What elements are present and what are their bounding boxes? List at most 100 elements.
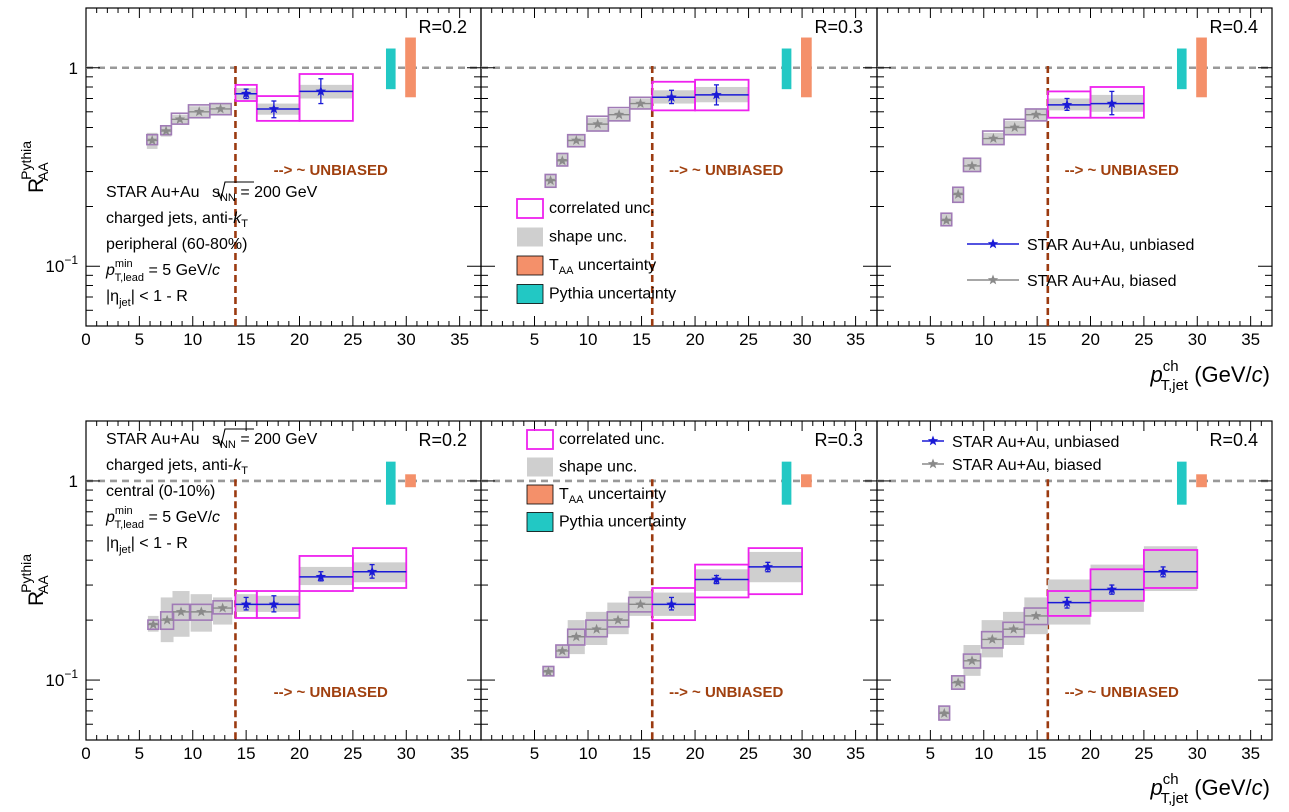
info-line: charged jets, anti-kT	[106, 457, 248, 477]
unbiased-note: --> ~ UNBIASED	[669, 684, 783, 701]
biased-point	[174, 113, 186, 124]
unbiased-shape-box	[1143, 546, 1198, 592]
legend-taa-swatch	[516, 255, 544, 276]
taa-uncertainty-band	[801, 474, 812, 488]
unbiased-note: --> ~ UNBIASED	[274, 684, 388, 701]
biased-point	[148, 619, 159, 629]
legend-pythia-swatch	[526, 512, 554, 532]
biased-point	[1030, 109, 1042, 120]
biased-correlated-box	[146, 133, 159, 146]
biased-point	[635, 98, 646, 108]
legend-series-label: STAR Au+Au, biased	[1027, 273, 1177, 290]
biased-point	[612, 614, 624, 625]
unbiased-point	[268, 103, 280, 114]
biased-point	[545, 175, 556, 186]
x-tick-label: 20	[290, 330, 309, 349]
x-tick-label: 20	[290, 744, 309, 763]
x-tick-label: 10	[974, 330, 993, 349]
info-line: |ηjet| < 1 - R	[106, 535, 188, 556]
legend-uncertainty-label: correlated unc.	[549, 200, 655, 217]
biased-correlated-box	[606, 611, 630, 628]
x-tick-label: 35	[450, 744, 469, 763]
radius-label: R=0.2	[418, 17, 467, 37]
x-tick-label: 15	[632, 330, 651, 349]
unbiased-point	[240, 88, 252, 99]
x-tick-label: 5	[926, 330, 935, 349]
pythia-uncertainty-band	[1176, 461, 1187, 505]
x-tick-label: 30	[1188, 330, 1207, 349]
sqrt-sign	[217, 181, 254, 201]
info-line: central (0-10%)	[106, 483, 215, 500]
legend-correlated-swatch	[516, 198, 544, 219]
unbiased-shape-box	[299, 566, 353, 586]
y-axis-title-text: RPythiaAA	[18, 554, 51, 606]
unbiased-correlated-box	[234, 83, 258, 102]
uncertainty-legend: correlated unc. shape unc. TAA uncertainty…	[516, 198, 676, 304]
x-tick-label: 15	[237, 330, 256, 349]
x-tick-label: 35	[450, 330, 469, 349]
unbiased-point	[1061, 597, 1073, 607]
biased-point	[193, 106, 205, 117]
unbiased-point	[1157, 566, 1169, 577]
pythia-uncertainty-band	[385, 461, 396, 505]
x-tick-label: 20	[1081, 330, 1100, 349]
x-tick-label: 25	[343, 744, 362, 763]
x-axis-title-text: pch T,jet (GeV/c)	[1149, 771, 1270, 807]
legend-uncertainty-label: TAA uncertainty	[549, 257, 656, 277]
info-line: |ηjet| < 1 - R	[106, 288, 188, 309]
x-tick-label: 25	[739, 330, 758, 349]
biased-shape-box	[213, 597, 233, 625]
x-axis-title: pch T,jet (GeV/c)	[1149, 771, 1270, 807]
biased-point	[591, 623, 602, 634]
legend-series-marker	[987, 238, 999, 249]
unbiased-point	[240, 598, 252, 609]
unbiased-point	[315, 571, 327, 582]
series-legend-central: STAR Au+Au, unbiased STAR Au+Au, biased	[922, 434, 1119, 474]
x-tick-label: 5	[530, 744, 539, 763]
unbiased-note: --> ~ UNBIASED	[274, 162, 388, 179]
unbiased-correlated-box	[298, 73, 354, 122]
unbiased-note: --> ~ UNBIASED	[1065, 684, 1179, 701]
biased-point	[952, 677, 964, 688]
info-line: charged jets, anti-kT	[106, 210, 248, 230]
x-tick-label: 15	[237, 744, 256, 763]
legend-uncertainty-label: shape unc.	[559, 459, 637, 476]
radius-label: R=0.4	[1209, 430, 1258, 450]
unbiased-correlated-box	[747, 547, 803, 596]
biased-point	[988, 133, 999, 143]
radius-label: R=0.2	[418, 430, 467, 450]
x-tick-label: 5	[135, 330, 144, 349]
pythia-uncertainty-band	[781, 461, 792, 505]
x-tick-label: 25	[1134, 330, 1153, 349]
biased-correlated-box	[585, 619, 609, 638]
x-tick-label: 25	[1134, 744, 1153, 763]
legend-uncertainty-label: shape unc.	[549, 229, 627, 246]
unbiased-point	[711, 574, 722, 584]
x-tick-label: 35	[846, 330, 865, 349]
info-line: STAR Au+Au sNN = 200 GeV	[106, 431, 318, 451]
x-tick-label: 30	[793, 330, 812, 349]
unbiased-point	[666, 598, 677, 609]
radius-label: R=0.4	[1209, 17, 1258, 37]
biased-point	[592, 118, 603, 129]
x-tick-label: 25	[739, 744, 758, 763]
y-tick-label: 1	[69, 59, 78, 78]
biased-correlated-box	[940, 212, 953, 227]
panel-central-R-04: 5 10 15 20 25 30 35 R=0.4 --> ~ UNBIASED	[876, 420, 1273, 763]
biased-point	[557, 645, 568, 656]
taa-uncertainty-band	[405, 474, 416, 488]
biased-point	[160, 125, 172, 136]
x-tick-label: 0	[81, 330, 90, 349]
info-line: pmin T,lead = 5 GeV/c	[105, 505, 220, 531]
legend-shape-swatch	[517, 227, 543, 247]
panel-frame	[876, 420, 1273, 741]
radius-label: R=0.3	[814, 430, 863, 450]
info-line: pmin T,lead = 5 GeV/c	[105, 258, 220, 284]
x-tick-label: 10	[974, 744, 993, 763]
x-tick-label: 10	[579, 330, 598, 349]
biased-correlated-box	[556, 152, 569, 167]
x-tick-label: 35	[1241, 744, 1260, 763]
x-tick-label: 10	[183, 744, 202, 763]
panel-frame	[876, 7, 1273, 327]
